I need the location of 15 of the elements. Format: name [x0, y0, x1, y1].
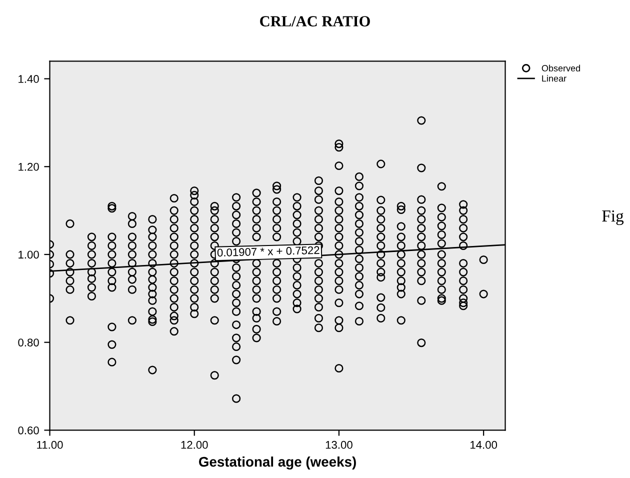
y-tick-label: 1.00 [18, 250, 39, 259]
legend-label: Linear [542, 75, 566, 82]
x-tick-label: 11.00 [37, 440, 63, 449]
chart-title: CRL/AC RATIO [260, 16, 370, 26]
text: Fig [602, 210, 624, 226]
x-tick-label: 14.00 [470, 440, 498, 449]
y-tick-label: 0.60 [18, 426, 39, 434]
x-tick-label: 12.00 [181, 440, 208, 449]
annotation: 0.01907 * x + 0.7522 [217, 246, 320, 257]
x-tick-label: 13.00 [326, 440, 352, 449]
legend-label: Observed [542, 64, 580, 72]
y-tick-label: 1.40 [18, 75, 39, 83]
x-axis-title: Gestational age (weeks) [198, 456, 356, 470]
y-tick-label: 1.20 [18, 162, 39, 171]
y-tick-label: 0.80 [18, 338, 39, 346]
